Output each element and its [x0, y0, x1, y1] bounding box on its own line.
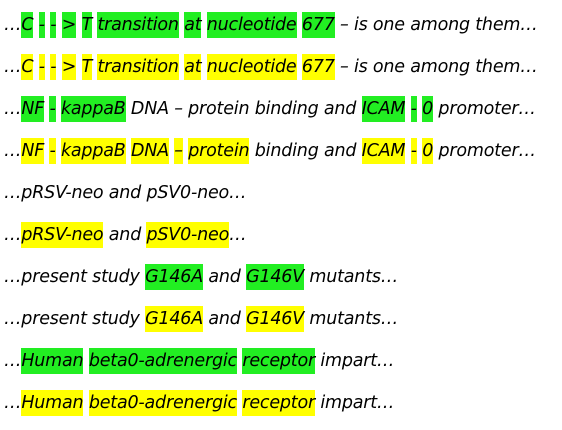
text-line: …pRSV-neo and pSV0-neo…: [4, 178, 560, 220]
plain-text: …: [4, 393, 22, 413]
text-line: …Human beta0-adrenergic receptor impart…: [4, 346, 560, 388]
plain-text: promoter…: [433, 141, 536, 161]
text-line: …NF - kappaB DNA – protein binding and I…: [4, 136, 560, 178]
highlight-token: pRSV-neo: [21, 222, 104, 248]
plain-text: …: [4, 15, 22, 35]
highlight-token: 0: [422, 96, 433, 122]
plain-text: and: [103, 225, 147, 245]
plain-text: DNA – protein binding and: [125, 99, 362, 119]
highlight-token: ICAM: [361, 138, 406, 164]
highlight-token: >: [61, 54, 76, 80]
highlight-token: 677: [301, 54, 335, 80]
highlight-token: T: [81, 12, 92, 38]
highlight-token: nucleotide: [206, 12, 297, 38]
highlight-token: transition: [97, 12, 179, 38]
text-line: …present study G146A and G146V mutants…: [4, 262, 560, 304]
highlighted-text-panel: …C - - > T transition at nucleotide 677 …: [4, 10, 560, 430]
highlight-token: -: [38, 54, 45, 80]
highlight-token: transition: [97, 54, 179, 80]
highlight-token: -: [49, 138, 56, 164]
highlight-token: NF: [21, 138, 44, 164]
highlight-token: >: [61, 12, 76, 38]
highlight-token: ICAM: [361, 96, 405, 122]
plain-text: and: [203, 309, 247, 329]
highlight-token: protein: [188, 138, 250, 164]
highlight-token: -: [38, 12, 45, 38]
highlight-token: receptor: [242, 390, 315, 416]
plain-text: promoter…: [433, 99, 536, 119]
highlight-token: nucleotide: [206, 54, 297, 80]
highlight-token: at: [184, 12, 202, 38]
highlight-token: pSV0-neo: [146, 222, 229, 248]
highlight-token: –: [174, 138, 183, 164]
text-line: …Human beta0-adrenergic receptor impart…: [4, 388, 560, 430]
highlight-token: -: [410, 96, 417, 122]
highlight-token: beta0-adrenergic: [88, 390, 237, 416]
highlight-token: G146A: [145, 306, 203, 332]
plain-text: mutants…: [304, 309, 399, 329]
plain-text: …: [4, 57, 22, 77]
highlight-token: C: [21, 12, 34, 38]
plain-text: …: [229, 225, 247, 245]
highlight-token: receptor: [242, 348, 315, 374]
text-line: …pRSV-neo and pSV0-neo…: [4, 220, 560, 262]
highlight-token: -: [410, 138, 417, 164]
plain-text: …: [4, 141, 22, 161]
text-line: …NF - kappaB DNA – protein binding and I…: [4, 94, 560, 136]
plain-text: – is one among them…: [334, 57, 538, 77]
highlight-token: -: [50, 54, 57, 80]
highlight-token: C: [21, 54, 34, 80]
plain-text: impart…: [314, 393, 395, 413]
plain-text: and: [203, 267, 247, 287]
plain-text: …: [4, 225, 22, 245]
plain-text: …: [4, 351, 22, 371]
plain-text: – is one among them…: [334, 15, 538, 35]
highlight-token: beta0-adrenergic: [88, 348, 237, 374]
highlight-token: kappaB: [60, 138, 126, 164]
plain-text: binding and: [249, 141, 362, 161]
highlight-token: G146V: [246, 264, 304, 290]
plain-text: …present study: [4, 267, 146, 287]
plain-text: mutants…: [304, 267, 399, 287]
highlight-token: T: [81, 54, 92, 80]
highlight-token: Human: [21, 390, 84, 416]
plain-text: …present study: [4, 309, 146, 329]
text-line: …C - - > T transition at nucleotide 677 …: [4, 10, 560, 52]
text-line: …C - - > T transition at nucleotide 677 …: [4, 52, 560, 94]
highlight-token: 677: [301, 12, 335, 38]
highlight-token: Human: [21, 348, 84, 374]
highlight-token: NF: [21, 96, 44, 122]
highlight-token: G146A: [145, 264, 203, 290]
highlight-token: kappaB: [60, 96, 126, 122]
highlight-token: DNA: [130, 138, 169, 164]
plain-text: …pRSV-neo and pSV0-neo…: [4, 183, 247, 203]
highlight-token: -: [49, 96, 56, 122]
plain-text: impart…: [314, 351, 395, 371]
highlight-token: 0: [422, 138, 433, 164]
highlight-token: G146V: [246, 306, 304, 332]
highlight-token: -: [50, 12, 57, 38]
plain-text: …: [4, 99, 22, 119]
highlight-token: at: [184, 54, 202, 80]
text-line: …present study G146A and G146V mutants…: [4, 304, 560, 346]
